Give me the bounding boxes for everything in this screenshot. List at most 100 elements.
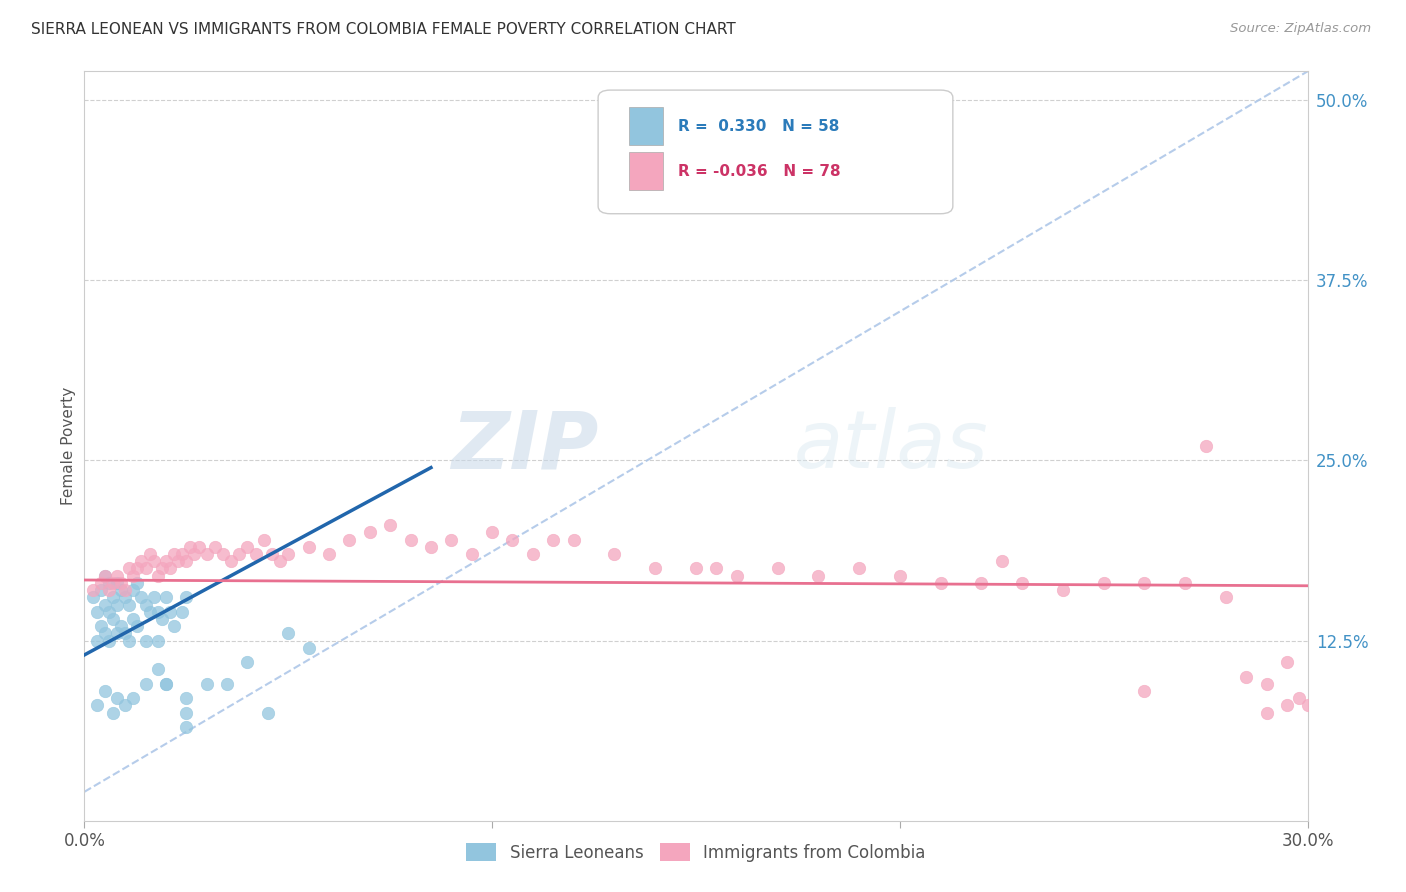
Text: R =  0.330   N = 58: R = 0.330 N = 58 [678, 119, 839, 134]
FancyBboxPatch shape [598, 90, 953, 214]
Point [848, 561, 870, 575]
Point [127, 575, 149, 590]
Point [1133, 575, 1156, 590]
Point [86, 633, 108, 648]
Point [127, 619, 149, 633]
Point [159, 561, 181, 575]
Point [706, 561, 728, 575]
Point [97, 633, 120, 648]
Point [105, 626, 128, 640]
Point [97, 583, 120, 598]
Point [174, 720, 197, 734]
Point [172, 605, 194, 619]
Point [135, 561, 157, 575]
Point [253, 533, 276, 547]
Point [86, 605, 108, 619]
Point [110, 583, 132, 598]
Point [105, 575, 128, 590]
Point [167, 554, 190, 568]
Point [359, 525, 381, 540]
Point [135, 633, 157, 648]
Point [101, 575, 124, 590]
Point [1215, 591, 1237, 605]
Point [212, 547, 235, 561]
Point [1296, 698, 1319, 713]
Point [146, 662, 169, 676]
Text: ZIP: ZIP [451, 407, 598, 485]
Point [970, 575, 993, 590]
Point [277, 547, 299, 561]
Point [146, 605, 169, 619]
Text: SIERRA LEONEAN VS IMMIGRANTS FROM COLOMBIA FEMALE POVERTY CORRELATION CHART: SIERRA LEONEAN VS IMMIGRANTS FROM COLOMB… [31, 22, 735, 37]
Point [807, 568, 830, 582]
Point [889, 568, 911, 582]
Text: atlas: atlas [794, 407, 988, 485]
Point [1236, 669, 1258, 683]
Point [399, 533, 422, 547]
Point [150, 612, 173, 626]
Point [146, 568, 169, 582]
Point [93, 598, 115, 612]
Point [110, 575, 132, 590]
Point [179, 540, 201, 554]
Point [172, 547, 194, 561]
Point [93, 568, 115, 582]
Point [298, 540, 321, 554]
Point [1195, 439, 1218, 453]
Point [155, 677, 177, 691]
Point [159, 605, 181, 619]
Point [1052, 583, 1074, 598]
Point [127, 561, 149, 575]
Point [228, 547, 250, 561]
Point [101, 706, 124, 720]
Point [502, 533, 524, 547]
Point [155, 677, 177, 691]
Point [174, 591, 197, 605]
Point [93, 568, 115, 582]
Point [93, 626, 115, 640]
Point [138, 605, 160, 619]
Point [236, 655, 259, 669]
Point [135, 598, 157, 612]
Point [1133, 684, 1156, 698]
Point [420, 540, 443, 554]
Point [90, 619, 112, 633]
Point [461, 547, 484, 561]
Point [380, 518, 402, 533]
Point [82, 591, 104, 605]
Point [1092, 575, 1115, 590]
Point [217, 677, 239, 691]
Point [122, 612, 145, 626]
Point [101, 612, 124, 626]
Point [90, 575, 112, 590]
Point [195, 677, 218, 691]
Point [138, 547, 160, 561]
Point [155, 554, 177, 568]
Point [93, 684, 115, 698]
Point [174, 554, 197, 568]
Point [118, 598, 141, 612]
Point [131, 554, 153, 568]
Point [142, 591, 165, 605]
Point [562, 533, 585, 547]
Point [114, 698, 136, 713]
Point [114, 583, 136, 598]
Point [522, 547, 544, 561]
Text: Source: ZipAtlas.com: Source: ZipAtlas.com [1230, 22, 1371, 36]
Point [481, 525, 503, 540]
Point [114, 626, 136, 640]
Point [174, 706, 197, 720]
Point [82, 583, 104, 598]
Point [150, 561, 173, 575]
Point [101, 591, 124, 605]
Point [1277, 698, 1299, 713]
Point [440, 533, 463, 547]
Point [97, 575, 120, 590]
Point [155, 591, 177, 605]
Point [163, 547, 186, 561]
Point [543, 533, 565, 547]
Point [269, 554, 291, 568]
Point [277, 626, 299, 640]
Point [183, 547, 205, 561]
Point [146, 633, 169, 648]
